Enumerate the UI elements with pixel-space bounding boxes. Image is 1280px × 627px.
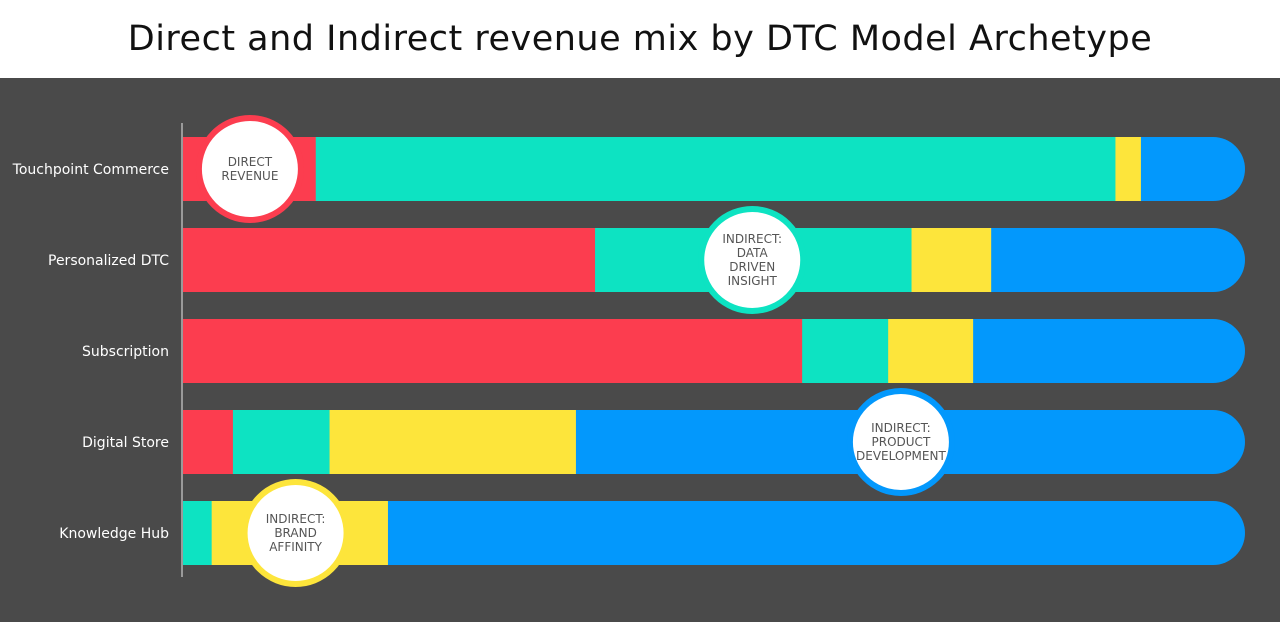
bar-personalized-dtc-segment-1 [183, 228, 596, 292]
category-label-digital-store: Digital Store [82, 435, 169, 451]
callout-circle-3 [846, 388, 955, 496]
callout-circle-2 [698, 206, 807, 314]
bar-subscription-segment-2 [802, 319, 889, 383]
bar-knowledge-hub-segment-2 [183, 501, 213, 565]
category-label-touchpoint-commerce: Touchpoint Commerce [12, 162, 169, 178]
callout-circle-1 [195, 115, 304, 223]
bar-row-knowledge-hub [183, 501, 1245, 565]
callout-circle-4 [241, 479, 350, 587]
bar-knowledge-hub-segment-4 [387, 501, 1245, 565]
callout-label-2: INDIRECT: DATA DRIVEN INSIGHT [722, 232, 782, 288]
bar-digital-store-segment-1 [183, 410, 234, 474]
stacked-bar-chart: Touchpoint Commerce Personalized DTC Subsc… [0, 78, 1280, 622]
callout-indirect-data-driven-insight: INDIRECT: DATA DRIVEN INSIGHT [698, 206, 807, 314]
category-label-knowledge-hub: Knowledge Hub [59, 526, 169, 542]
bar-touchpoint-commerce-segment-2 [315, 137, 1117, 201]
callout-direct-revenue: DIRECT REVENUE [195, 115, 304, 223]
bar-digital-store-segment-2 [232, 410, 331, 474]
bar-digital-store-segment-3 [329, 410, 577, 474]
bar-row-touchpoint-commerce [183, 137, 1245, 201]
bar-personalized-dtc-segment-4 [991, 228, 1245, 292]
bar-touchpoint-commerce-segment-4 [1140, 137, 1245, 201]
bar-row-subscription [183, 319, 1245, 383]
callout-indirect-product-development: INDIRECT: PRODUCT DEVELOPMENT [846, 388, 955, 496]
bar-row-digital-store [183, 410, 1245, 474]
chart-panel: Touchpoint Commerce Personalized DTC Subsc… [0, 78, 1280, 622]
callout-label-4: INDIRECT: BRAND AFFINITY [266, 512, 326, 554]
callout-indirect-brand-affinity: INDIRECT: BRAND AFFINITY [241, 479, 350, 587]
bar-subscription-segment-1 [183, 319, 803, 383]
callout-label-1: DIRECT REVENUE [221, 155, 278, 183]
bar-subscription-segment-3 [888, 319, 974, 383]
bar-personalized-dtc-segment-3 [911, 228, 992, 292]
bar-touchpoint-commerce-segment-3 [1115, 137, 1142, 201]
category-label-personalized-dtc: Personalized DTC [48, 253, 169, 269]
callout-label-3: INDIRECT: PRODUCT DEVELOPMENT [856, 421, 946, 463]
category-label-subscription: Subscription [82, 344, 169, 360]
bar-subscription-segment-4 [973, 319, 1245, 383]
chart-title: Direct and Indirect revenue mix by DTC M… [127, 19, 1153, 59]
